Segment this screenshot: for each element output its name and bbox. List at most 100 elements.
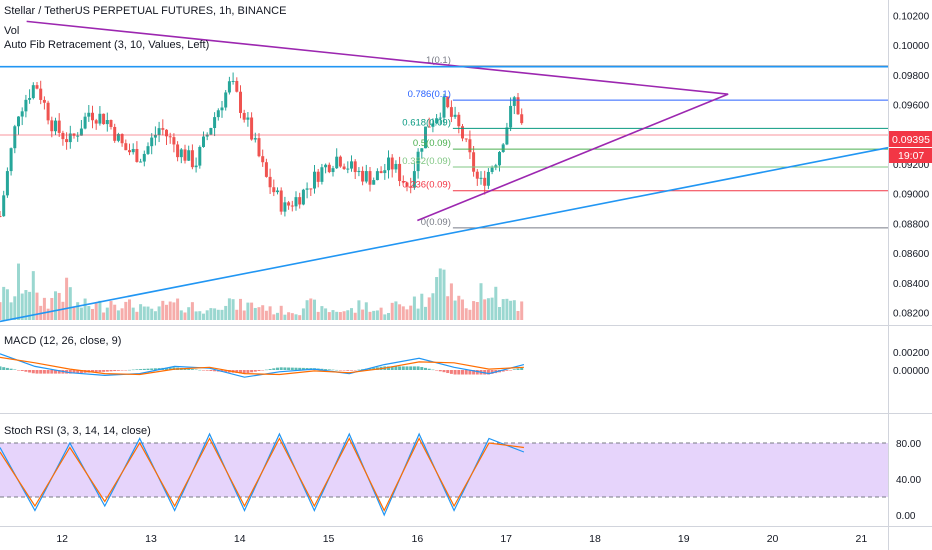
candle-body (17, 116, 20, 127)
candle-body (257, 138, 261, 157)
time-tick-label: 18 (589, 533, 601, 545)
candle-body (91, 112, 94, 121)
candle-body (357, 170, 361, 173)
macd-histogram-bar (457, 370, 461, 375)
vol-label[interactable]: Vol (4, 25, 19, 37)
price-tick-label: 0.09800 (893, 71, 930, 82)
volume-bar (131, 307, 135, 320)
price-tick-label: 0.08200 (893, 309, 930, 320)
candle-body (65, 139, 69, 143)
candle-body (28, 98, 32, 100)
volume-bar (98, 300, 102, 320)
macd-histogram-bar (338, 370, 342, 371)
macd-histogram-bar (516, 368, 520, 370)
price-tick-label: 0.10000 (893, 41, 930, 52)
macd-histogram-bar (412, 366, 416, 370)
candle-body (342, 166, 346, 170)
trendline[interactable] (0, 146, 889, 323)
macd-histogram-bar (298, 367, 302, 370)
candle-body (390, 157, 394, 170)
macd-histogram-bar (168, 367, 172, 370)
candle-body (338, 156, 342, 167)
volume-bar (246, 302, 250, 320)
candle-body (94, 120, 98, 124)
macd-histogram-bar (150, 368, 154, 370)
volume-bar (24, 290, 28, 320)
volume-bar (394, 301, 398, 320)
volume-bar (83, 298, 87, 320)
volume-bar (28, 291, 32, 320)
volume-bar (268, 306, 272, 320)
volume-bar (116, 310, 120, 320)
candle-body (168, 136, 172, 138)
candle-body (446, 96, 450, 108)
candle-body (272, 187, 276, 193)
volume-bar (231, 299, 235, 320)
countdown-badge (889, 148, 932, 163)
candle-body (264, 162, 268, 177)
trendline[interactable] (417, 93, 729, 222)
trendlines[interactable] (0, 20, 889, 323)
volume-bar (65, 277, 69, 320)
macd-histogram-bar (305, 368, 309, 370)
candle-body (512, 97, 516, 106)
candle-body (479, 177, 483, 179)
volume-bar (68, 287, 72, 320)
volume-bar (124, 301, 128, 320)
macd-histogram-bar (279, 367, 283, 370)
macd-histogram-bar (324, 369, 328, 370)
macd-histogram-bar (449, 370, 453, 374)
candle-body (242, 112, 246, 120)
volume-bar (331, 310, 335, 320)
candle-body (387, 157, 390, 171)
volume-bar (183, 312, 187, 320)
macd-histogram-bar (57, 370, 61, 374)
volume-bar (464, 308, 468, 320)
signal-line (0, 356, 524, 376)
macd-histogram-bar (486, 370, 490, 375)
macd-histogram-bar (461, 370, 464, 375)
candle-body (431, 123, 435, 127)
macd-histogram-bar (113, 370, 117, 372)
fib-indicator-label[interactable]: Auto Fib Retracement (3, 10, Values, Lef… (4, 39, 209, 51)
volume-bar (324, 308, 328, 320)
candle-body (83, 116, 87, 129)
macd-histogram-bar (194, 369, 198, 371)
volume-bar (353, 312, 357, 320)
stoch-label[interactable]: Stoch RSI (3, 3, 14, 14, close) (4, 425, 151, 437)
macd-histogram-bar (257, 370, 261, 371)
candle-body (412, 171, 416, 188)
volume-bar (283, 314, 287, 320)
candle-body (250, 117, 254, 140)
volume-bar (187, 307, 191, 320)
macd-histogram-bar (131, 369, 135, 371)
candle-body (486, 171, 490, 186)
symbol-title[interactable]: Stellar / TetherUS PERPETUAL FUTURES, 1h… (4, 5, 286, 17)
fib-level-label: 0.786(0.1) (408, 89, 451, 100)
macd-histogram-bar (357, 369, 361, 371)
price-tick-label: 0.08600 (893, 249, 930, 260)
macd-histogram-bar (420, 367, 424, 370)
macd-label[interactable]: MACD (12, 26, close, 9) (4, 335, 121, 347)
macd-histogram-bar (442, 370, 446, 373)
trendline[interactable] (26, 20, 729, 95)
macd-pane[interactable] (0, 326, 888, 412)
volume-bar (475, 301, 479, 320)
candle-body (290, 205, 294, 207)
macd-histogram-bar (135, 369, 139, 370)
macd-histogram-bar (501, 370, 505, 372)
volume-bar (279, 305, 283, 320)
macd-histogram-bar (387, 366, 390, 370)
volume-bar (190, 302, 194, 320)
volume-bar (316, 311, 320, 320)
volume-bar (150, 308, 154, 320)
macd-histogram-bar (0, 366, 2, 370)
macd-histogram-bar (94, 370, 98, 373)
volume-bar (357, 300, 361, 320)
macd-histogram-bar (290, 367, 294, 370)
candle-body (20, 111, 24, 117)
volume-bars (0, 263, 524, 320)
volume-bar (309, 298, 313, 320)
